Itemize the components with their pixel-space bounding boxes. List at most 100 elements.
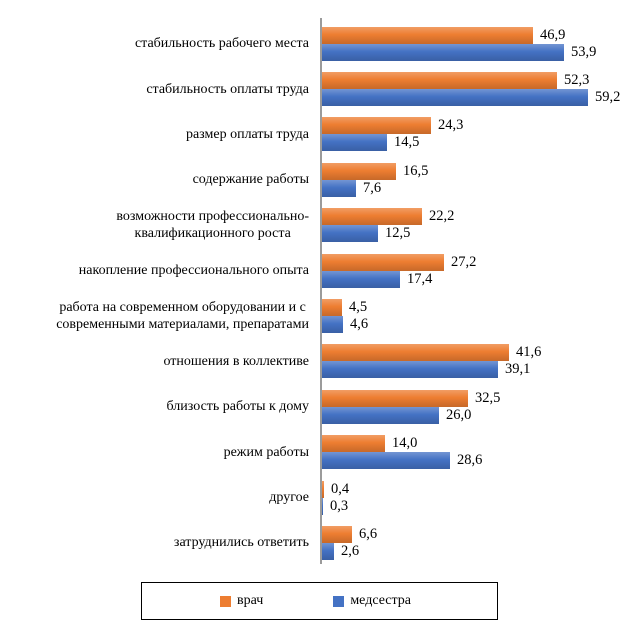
bar-медсестра (322, 497, 323, 515)
bar-line: 0,3 (322, 497, 349, 515)
legend-label: медсестра (350, 593, 411, 608)
data-label: 39,1 (505, 361, 531, 378)
y-axis-line (320, 18, 322, 564)
bar-group: 16,5 7,6 (322, 157, 428, 202)
bar-медсестра (322, 316, 343, 334)
bar-врач (322, 344, 509, 362)
data-label: 41,6 (516, 344, 542, 361)
bar-врач (322, 253, 444, 271)
bar-врач (322, 389, 468, 407)
category-label: размер оплаты труда (185, 126, 309, 142)
chart-plot: стабильность рабочего места 46,9 53,9 стаби… (0, 21, 641, 566)
category-label: накопление профессионального опыта (78, 263, 309, 279)
bar-line: 16,5 (322, 162, 429, 180)
legend-item-врач: врач (220, 593, 263, 609)
data-label: 14,5 (394, 134, 420, 151)
chart-row: возможности профессионально- квалификаци… (0, 203, 641, 248)
legend-label: врач (237, 593, 264, 608)
data-label: 28,6 (457, 452, 483, 469)
bar-line: 0,4 (322, 480, 350, 498)
data-label: 17,4 (407, 270, 433, 287)
bar-line: 24,3 (322, 117, 464, 135)
data-label: 26,0 (446, 406, 472, 423)
data-label: 53,9 (571, 43, 597, 60)
bar-group: 22,2 12,5 (322, 203, 454, 248)
category-label: отношения в коллективе (163, 353, 309, 369)
bar-group: 46,9 53,9 (322, 21, 596, 66)
chart-row: затруднились ответить 6,6 2,6 (0, 520, 641, 565)
bar-врач (322, 480, 324, 498)
bar-врач (322, 299, 342, 317)
category-label: режим работы (223, 444, 309, 460)
chart-row: работа на современном оборудовании и с с… (0, 293, 641, 338)
category-label: возможности профессионально- квалификаци… (116, 209, 309, 242)
bar-group: 4,5 4,6 (322, 293, 368, 338)
category-label: стабильность рабочего места (134, 36, 309, 52)
bar-медсестра (322, 43, 564, 61)
bar-line: 27,2 (322, 253, 477, 271)
data-label: 7,6 (363, 179, 382, 196)
bar-line: 14,0 (322, 435, 482, 453)
data-label: 6,6 (359, 525, 378, 542)
bar-line: 53,9 (322, 43, 597, 61)
bar-медсестра (322, 179, 356, 197)
legend-swatch-icon (333, 595, 345, 607)
bar-медсестра (322, 270, 400, 288)
data-label: 4,5 (349, 299, 368, 316)
bar-line: 41,6 (322, 344, 542, 362)
chart-row: отношения в коллективе 41,6 39,1 (0, 339, 641, 384)
bar-врач (322, 117, 431, 135)
chart-row: стабильность оплаты труда 52,3 59,2 (0, 66, 641, 111)
chart-row: режим работы 14,0 28,6 (0, 430, 641, 475)
bar-line: 46,9 (322, 26, 596, 44)
bar-медсестра (322, 134, 387, 152)
legend: врач медсестра (141, 582, 498, 620)
bar-line: 28,6 (322, 452, 483, 470)
data-label: 0,4 (331, 480, 350, 497)
category-label: затруднились ответить (173, 535, 309, 551)
bar-group: 24,3 14,5 (322, 112, 463, 157)
data-label: 32,5 (475, 389, 501, 406)
bar-медсестра (322, 406, 439, 424)
bar-line: 6,6 (322, 525, 378, 543)
data-label: 27,2 (451, 253, 477, 270)
data-label: 52,3 (564, 72, 590, 89)
bar-group: 27,2 17,4 (322, 248, 476, 293)
bar-line: 4,6 (322, 316, 369, 334)
data-label: 0,3 (330, 497, 349, 514)
bar-line: 59,2 (322, 89, 621, 107)
bar-group: 41,6 39,1 (322, 339, 541, 384)
category-label: другое (269, 490, 309, 506)
bar-line: 32,5 (322, 389, 501, 407)
category-label: работа на современном оборудовании и с с… (56, 300, 309, 333)
category-label: близость работы к дому (166, 399, 309, 415)
data-label: 2,6 (341, 542, 360, 559)
data-label: 24,3 (438, 117, 464, 134)
bar-line: 52,3 (322, 72, 620, 90)
legend-swatch-icon (220, 595, 231, 607)
bar-line: 2,6 (322, 542, 377, 560)
bar-group: 32,5 26,0 (322, 384, 500, 429)
data-label: 16,5 (403, 162, 429, 179)
chart-row: другое 0,4 0,3 (0, 475, 641, 520)
data-label: 12,5 (385, 225, 411, 242)
bar-медсестра (322, 89, 588, 107)
bar-врач (322, 525, 352, 543)
bar-group: 0,4 0,3 (322, 475, 349, 520)
bar-медсестра (322, 225, 378, 243)
bar-врач (322, 162, 396, 180)
bar-врач (322, 26, 533, 44)
bar-line: 26,0 (322, 406, 500, 424)
bar-line: 22,2 (322, 208, 454, 226)
bar-line: 14,5 (322, 134, 463, 152)
bar-врач (322, 208, 422, 226)
bar-line: 12,5 (322, 225, 454, 243)
data-label: 4,6 (350, 316, 369, 333)
bar-line: 39,1 (322, 361, 541, 379)
data-label: 59,2 (595, 89, 621, 106)
bar-врач (322, 435, 385, 453)
bar-group: 52,3 59,2 (322, 66, 620, 111)
bar-group: 14,0 28,6 (322, 430, 482, 475)
data-label: 46,9 (540, 26, 566, 43)
